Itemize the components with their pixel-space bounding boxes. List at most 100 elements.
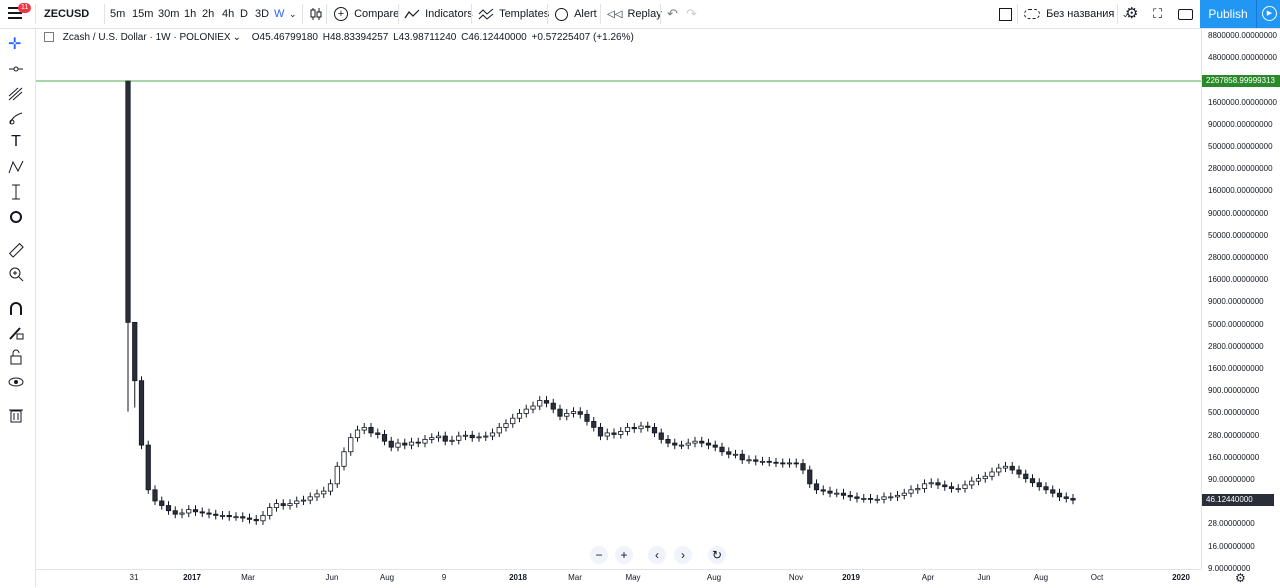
replay-button[interactable]: ◁◁ Replay bbox=[607, 0, 662, 28]
candle bbox=[179, 508, 185, 519]
price-axis[interactable]: 8800000.000000004800000.000000002800000.… bbox=[1201, 29, 1280, 573]
hamburger-menu-icon[interactable] bbox=[8, 7, 22, 21]
notification-badge: 11 bbox=[18, 3, 32, 13]
zoom-out-button[interactable]: − bbox=[590, 546, 608, 564]
gear-icon[interactable]: ⚙ bbox=[1125, 5, 1139, 22]
candle bbox=[712, 440, 718, 452]
camera-icon[interactable] bbox=[1178, 0, 1193, 28]
undo-icon[interactable]: ↶ bbox=[667, 6, 678, 21]
candle bbox=[834, 488, 840, 498]
candle bbox=[564, 409, 570, 421]
interval-3d[interactable]: 3D bbox=[255, 8, 270, 20]
trendline-icon[interactable] bbox=[8, 61, 24, 77]
candle bbox=[476, 432, 482, 442]
price-axis-label: 160.00000000 bbox=[1208, 452, 1260, 462]
candle bbox=[557, 404, 563, 421]
ruler-icon[interactable] bbox=[8, 242, 24, 258]
price-axis-label: 8800000.00000000 bbox=[1208, 31, 1277, 40]
fullscreen-square-icon[interactable] bbox=[999, 0, 1012, 28]
time-axis-label: Mar bbox=[568, 573, 582, 582]
interval-2h[interactable]: 2h bbox=[202, 8, 215, 20]
price-axis-label: 9000.00000000 bbox=[1208, 297, 1264, 307]
candle bbox=[631, 422, 637, 433]
interval-4h[interactable]: 4h bbox=[222, 8, 235, 20]
legend-title[interactable]: Zcash / U.S. Dollar · 1W · POLONIEX bbox=[62, 32, 231, 43]
pencil-lock-icon[interactable] bbox=[8, 325, 24, 341]
zoom-in-button[interactable]: + bbox=[615, 546, 633, 564]
divider bbox=[302, 4, 303, 24]
circle-icon[interactable] bbox=[8, 209, 24, 225]
interval-1h[interactable]: 1h bbox=[184, 8, 197, 20]
candle bbox=[969, 476, 975, 490]
candle bbox=[861, 494, 867, 503]
compare-label: Compare bbox=[354, 8, 400, 20]
price-chart[interactable] bbox=[36, 29, 1201, 569]
legend-toggle-icon[interactable] bbox=[44, 32, 54, 43]
indicators-button[interactable]: Indicators bbox=[404, 0, 473, 28]
price-axis-label: 5000.00000000 bbox=[1208, 319, 1264, 329]
text-icon[interactable]: T bbox=[11, 133, 21, 150]
candle bbox=[300, 495, 307, 506]
price-axis-label: 90000.00000000 bbox=[1208, 208, 1269, 218]
zoom-icon[interactable] bbox=[8, 266, 24, 282]
time-axis[interactable]: 31 2017 Mar Jun Aug 9 2018 Mar May Aug Nov 2019 Apr J… bbox=[36, 569, 1201, 588]
candle bbox=[942, 480, 948, 491]
axis-settings-gear-icon[interactable]: ⚙ bbox=[1235, 571, 1246, 585]
alert-button[interactable]: Alert bbox=[555, 0, 597, 28]
trash-icon[interactable] bbox=[8, 407, 24, 423]
rewind-icon: ◁◁ bbox=[607, 9, 623, 20]
chevron-down-icon[interactable]: ⌄ bbox=[232, 32, 241, 43]
candle bbox=[570, 407, 577, 418]
interval-15m[interactable]: 15m bbox=[132, 8, 154, 20]
candle bbox=[327, 479, 334, 496]
candle bbox=[273, 499, 280, 512]
cloud-icon bbox=[1024, 9, 1040, 20]
pattern-icon[interactable] bbox=[8, 159, 24, 175]
candle bbox=[125, 80, 131, 412]
magnet-icon[interactable] bbox=[8, 301, 24, 317]
candle bbox=[665, 435, 671, 448]
indicators-icon bbox=[404, 9, 420, 19]
candle bbox=[381, 430, 388, 446]
candle bbox=[645, 421, 651, 432]
symbol-search[interactable]: ZECUSD bbox=[44, 8, 90, 20]
templates-button[interactable]: Templates bbox=[478, 0, 549, 28]
compare-button[interactable]: + Compare bbox=[334, 0, 399, 28]
candle bbox=[624, 422, 631, 436]
candle bbox=[732, 449, 739, 459]
lock-icon[interactable] bbox=[8, 349, 24, 365]
publish-play-icon[interactable]: ▶ bbox=[1256, 0, 1280, 28]
divider bbox=[547, 4, 548, 24]
time-axis-label: 9 bbox=[441, 573, 447, 582]
redo-icon[interactable]: ↷ bbox=[686, 6, 697, 21]
reset-chart-button[interactable]: ↻ bbox=[708, 546, 726, 564]
interval-d[interactable]: D bbox=[240, 8, 248, 20]
candle bbox=[705, 438, 712, 450]
candle bbox=[766, 456, 772, 467]
crosshair-icon[interactable]: ✛ bbox=[8, 36, 22, 53]
interval-30m[interactable]: 30m bbox=[158, 8, 180, 20]
divider bbox=[471, 4, 472, 24]
legend-close: C46.12440000 bbox=[461, 32, 527, 43]
eye-icon[interactable] bbox=[8, 374, 24, 390]
fullscreen-icon[interactable]: ⛶ bbox=[1153, 6, 1163, 21]
candle bbox=[996, 463, 1002, 477]
time-axis-label: Aug bbox=[379, 573, 395, 582]
measure-icon[interactable] bbox=[8, 184, 24, 200]
interval-w[interactable]: W bbox=[274, 8, 285, 20]
fib-icon[interactable] bbox=[8, 86, 24, 102]
brush-icon[interactable] bbox=[8, 110, 24, 126]
alert-label: Alert bbox=[574, 8, 597, 20]
layout-name-button[interactable]: Без названия ⌄ bbox=[1024, 0, 1129, 28]
publish-button[interactable]: Publish bbox=[1200, 0, 1256, 28]
candle bbox=[975, 474, 982, 486]
candle bbox=[1056, 488, 1063, 501]
candle bbox=[867, 494, 874, 504]
scroll-right-button[interactable]: › bbox=[674, 546, 692, 564]
scroll-left-button[interactable]: ‹ bbox=[648, 546, 666, 564]
indicators-label: Indicators bbox=[425, 8, 473, 20]
interval-dropdown-chevron-icon[interactable]: ⌄ bbox=[289, 9, 297, 19]
interval-5m[interactable]: 5m bbox=[110, 8, 126, 20]
chart-style-candles-icon[interactable] bbox=[310, 0, 322, 28]
layout-name-label: Без названия bbox=[1046, 8, 1115, 20]
